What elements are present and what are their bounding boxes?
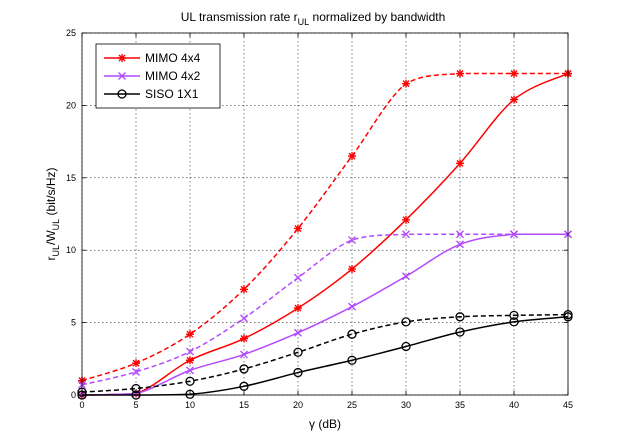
data-point-mimo-4x2-dashed — [402, 230, 410, 239]
data-point-mimo-4x4-dashed — [456, 69, 464, 78]
data-point-mimo-4x4-dashed — [186, 330, 194, 339]
x-tick-label: 40 — [509, 400, 519, 410]
data-point-mimo-4x2-dashed — [132, 367, 140, 376]
y-tick-label: 0 — [71, 390, 76, 400]
x-tick-label: 15 — [239, 400, 249, 410]
data-point-mimo-4x4-solid — [294, 304, 302, 313]
x-tick-label: 10 — [185, 400, 195, 410]
legend-label-mimo-4x2: MIMO 4x2 — [145, 69, 201, 83]
data-point-mimo-4x4-solid — [402, 215, 410, 224]
data-point-mimo-4x2-solid — [402, 272, 410, 281]
x-tick-label: 45 — [563, 400, 573, 410]
legend-label-siso-1x1: SISO 1X1 — [145, 87, 199, 101]
y-tick-label: 5 — [71, 318, 76, 328]
data-point-mimo-4x4-dashed — [348, 152, 356, 161]
data-point-mimo-4x4-dashed — [510, 69, 518, 78]
data-point-mimo-4x4-solid — [240, 334, 248, 343]
x-tick-label: 30 — [401, 400, 411, 410]
y-tick-label: 10 — [66, 245, 76, 255]
data-point-mimo-4x2-dashed — [240, 314, 248, 323]
x-tick-label: 0 — [79, 400, 84, 410]
data-point-mimo-4x4-solid — [186, 356, 194, 365]
data-point-siso-1x1-dashed — [185, 376, 195, 386]
data-point-siso-1x1-solid — [455, 327, 465, 337]
legend-label-mimo-4x4: MIMO 4x4 — [145, 51, 201, 65]
series-line-mimo-4x4-solid — [81, 72, 569, 396]
series-line-mimo-4x2-dashed — [81, 233, 568, 386]
data-point-siso-1x1-dashed — [293, 347, 303, 357]
data-point-mimo-4x4-dashed — [240, 285, 248, 294]
data-point-siso-1x1-solid — [401, 341, 411, 352]
y-tick-label: 15 — [66, 173, 76, 183]
data-point-siso-1x1-solid — [509, 317, 519, 327]
legend-marker-mimo-4x2 — [118, 72, 126, 80]
data-point-siso-1x1-dashed — [131, 383, 141, 394]
data-point-mimo-4x2-dashed — [294, 273, 302, 282]
data-point-mimo-4x2-dashed — [456, 230, 464, 239]
data-point-siso-1x1-solid — [239, 381, 249, 391]
data-point-mimo-4x4-solid — [348, 265, 356, 274]
data-point-mimo-4x2-solid — [186, 366, 194, 375]
data-point-mimo-4x2-solid — [456, 240, 464, 249]
data-point-mimo-4x4-dashed — [402, 79, 410, 88]
data-point-mimo-4x2-solid — [294, 328, 302, 337]
legend-marker-siso-1x1 — [117, 89, 127, 99]
data-point-siso-1x1-dashed — [239, 364, 249, 374]
data-point-mimo-4x2-solid — [510, 230, 518, 239]
data-point-mimo-4x4-solid — [456, 159, 464, 168]
y-tick-label: 25 — [66, 28, 76, 38]
legend-entry-mimo-4x2: MIMO 4x2 — [104, 69, 201, 83]
x-tick-label: 25 — [347, 400, 357, 410]
data-point-siso-1x1-solid — [185, 389, 195, 399]
data-point-mimo-4x4-dashed — [132, 359, 140, 368]
data-point-mimo-4x4-solid — [510, 95, 518, 104]
x-tick-label: 20 — [293, 400, 303, 410]
data-point-siso-1x1-dashed — [509, 310, 519, 321]
data-point-mimo-4x2-dashed — [186, 347, 194, 356]
series-line-mimo-4x2-solid — [81, 233, 568, 396]
data-point-mimo-4x2-dashed — [348, 236, 356, 245]
chart-title: UL transmission rate rUL normalized by b… — [181, 10, 446, 27]
y-axis-label: rUL/WUL (bit/s/Hz) — [44, 167, 61, 260]
data-point-siso-1x1-solid — [293, 367, 303, 378]
data-point-siso-1x1-dashed — [401, 317, 411, 327]
y-tick-label: 20 — [66, 100, 76, 110]
x-axis-label: γ (dB) — [309, 417, 341, 431]
legend-entry-siso-1x1: SISO 1X1 — [104, 87, 199, 101]
data-point-siso-1x1-dashed — [347, 329, 357, 339]
data-point-mimo-4x2-solid — [348, 302, 356, 311]
x-tick-label: 5 — [133, 400, 138, 410]
plot-frame — [81, 32, 569, 396]
legend-marker-mimo-4x4 — [118, 54, 126, 62]
data-point-siso-1x1-dashed — [455, 312, 465, 322]
series-mimo-4x2-solid — [78, 230, 572, 399]
data-point-siso-1x1-solid — [347, 355, 357, 365]
data-point-mimo-4x2-solid — [240, 350, 248, 359]
series-line-siso-1x1-dashed — [81, 313, 569, 393]
legend-entry-mimo-4x4: MIMO 4x4 — [104, 51, 201, 65]
data-point-mimo-4x4-dashed — [294, 224, 302, 233]
x-tick-label: 35 — [455, 400, 465, 410]
legend: MIMO 4x4 MIMO 4x2 SISO 1X1 — [95, 43, 221, 109]
